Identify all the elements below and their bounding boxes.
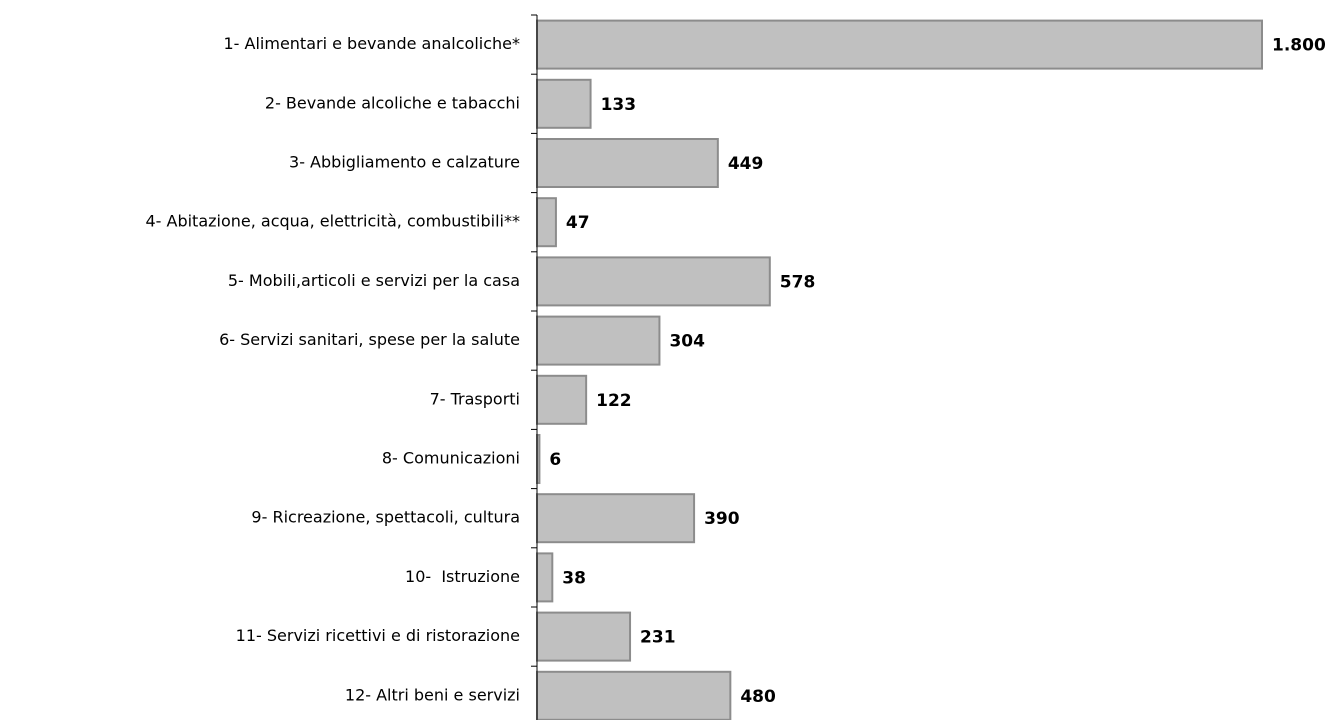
- bar: [536, 197, 557, 248]
- bar: [536, 78, 592, 129]
- bar: [536, 611, 632, 662]
- value-label: 390: [704, 509, 740, 529]
- bar: [536, 256, 771, 307]
- bar: [536, 670, 732, 720]
- bar: [536, 552, 554, 603]
- value-label: 231: [640, 628, 676, 648]
- bar: [536, 493, 696, 544]
- value-label: 38: [562, 568, 586, 588]
- bar: [536, 374, 588, 425]
- value-label: 1.800: [1272, 36, 1326, 56]
- category-label: 7- Trasporti: [430, 389, 520, 408]
- category-label: 8- Comunicazioni: [382, 449, 520, 468]
- category-label: 4- Abitazione, acqua, elettricità, combu…: [145, 212, 520, 231]
- value-label: 578: [780, 272, 816, 292]
- value-label: 449: [728, 154, 764, 174]
- bar: [536, 315, 661, 366]
- bar: [536, 19, 1263, 70]
- category-label: 12- Altri beni e servizi: [345, 685, 520, 704]
- value-label: 304: [669, 332, 705, 352]
- category-label: 10- Istruzione: [405, 567, 520, 586]
- value-label: 47: [566, 213, 590, 233]
- value-label: 6: [549, 450, 561, 470]
- category-label: 9- Ricreazione, spettacoli, cultura: [251, 508, 520, 527]
- value-label: 122: [596, 391, 632, 411]
- category-label: 2- Bevande alcoliche e tabacchi: [265, 93, 520, 112]
- category-label: 1- Alimentari e bevande analcoliche*: [223, 34, 520, 53]
- category-label: 6- Servizi sanitari, spese per la salute: [219, 330, 520, 349]
- category-label: 11- Servizi ricettivi e di ristorazione: [236, 626, 520, 645]
- category-label: 5- Mobili,articoli e servizi per la casa: [228, 271, 520, 290]
- category-label: 3- Abbigliamento e calzature: [289, 153, 520, 172]
- value-label: 480: [740, 687, 776, 707]
- bar: [536, 138, 719, 188]
- value-label: 133: [601, 95, 637, 115]
